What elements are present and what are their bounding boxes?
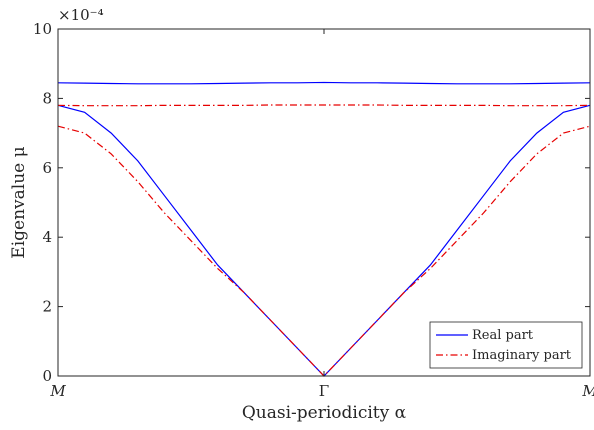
y-axis-label: Eigenvalue μ bbox=[9, 146, 29, 258]
legend-entry-label: Imaginary part bbox=[472, 348, 572, 363]
y-tick-label: 10 bbox=[33, 20, 52, 38]
legend: Real part Imaginary part bbox=[429, 321, 583, 369]
exponent-label: ×10⁻⁴ bbox=[58, 6, 104, 24]
legend-entry-label: Real part bbox=[472, 328, 534, 343]
y-tick-label: 0 bbox=[42, 367, 52, 385]
legend-box bbox=[429, 321, 583, 369]
y-tick-label: 8 bbox=[42, 89, 52, 107]
y-tick-label: 6 bbox=[42, 159, 52, 177]
series-line-4 bbox=[57, 104, 591, 107]
ticks-layer: 0 2 4 6 8 10 M Γ M bbox=[33, 20, 594, 400]
x-axis-label: Quasi-periodicity α bbox=[242, 403, 407, 423]
y-tick-label: 4 bbox=[42, 228, 52, 246]
y-tick-label: 2 bbox=[42, 298, 52, 316]
series-line-2 bbox=[57, 81, 591, 85]
x-tick-label: Γ bbox=[319, 382, 329, 400]
x-tick-label: M bbox=[581, 382, 594, 400]
x-tick-label: M bbox=[49, 382, 66, 400]
